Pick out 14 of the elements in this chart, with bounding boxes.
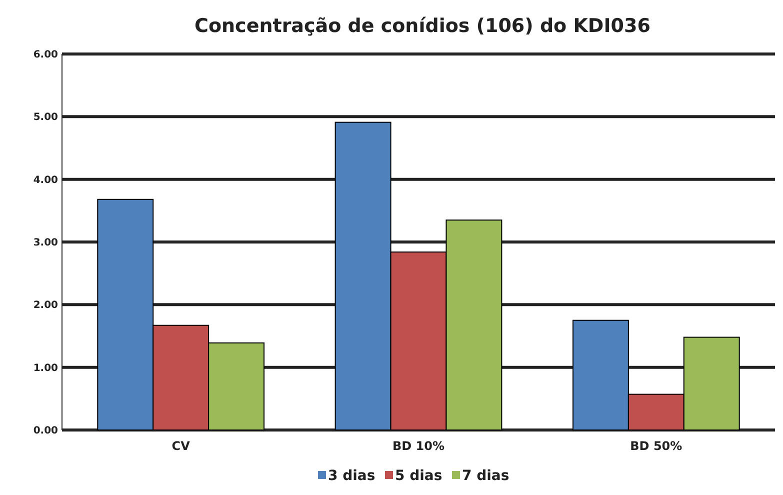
y-tick-label: 3.00 [33, 238, 58, 248]
y-tick-label: 5.00 [33, 112, 58, 124]
y-tick-label: 4.00 [33, 174, 58, 186]
x-tick-label: BD 50% [630, 439, 682, 453]
legend-label: 7 dias [462, 468, 510, 484]
y-tick-label: 2.00 [33, 300, 58, 312]
x-tick-label: CV [172, 439, 191, 453]
chart-title: Concentração de conídios (106) do KDI036 [194, 15, 650, 37]
y-tick-label: 1.00 [33, 362, 58, 374]
x-tick-label: BD 10% [392, 439, 445, 453]
y-tick-label: 0.00 [33, 426, 58, 436]
legend-label: 5 dias [395, 468, 442, 484]
y-tick-label: 6.00 [33, 50, 58, 60]
legend-label: 3 dias [328, 468, 376, 484]
